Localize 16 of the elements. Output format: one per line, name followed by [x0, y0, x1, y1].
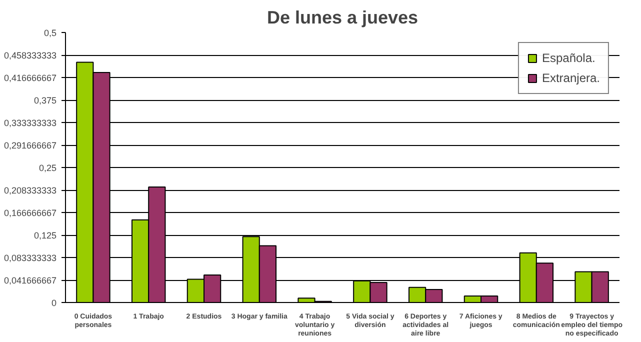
y-tick-label: 0,333333333	[4, 118, 57, 128]
y-tick-label: 0,416666667	[4, 73, 57, 83]
legend-label: Española.	[542, 51, 596, 65]
y-tick-label: 0,25	[38, 163, 57, 173]
y-tick-label: 0,291666667	[4, 140, 57, 150]
y-tick-label: 0	[51, 298, 57, 308]
y-tick-label: 0,041666667	[4, 276, 57, 286]
y-tick-label: 0,458333333	[4, 50, 57, 60]
y-tick-label: 0,375	[34, 96, 57, 106]
y-tick-label: 0,166666667	[4, 208, 57, 218]
y-tick-label: 0,208333333	[4, 186, 57, 196]
y-tick-label: 0,5	[44, 28, 57, 38]
y-tick-label: 0,125	[34, 230, 57, 240]
y-tick-label: 0,083333333	[4, 253, 57, 263]
legend-label: Extranjera.	[542, 71, 600, 85]
chart-title: De lunes a jueves	[266, 8, 418, 28]
